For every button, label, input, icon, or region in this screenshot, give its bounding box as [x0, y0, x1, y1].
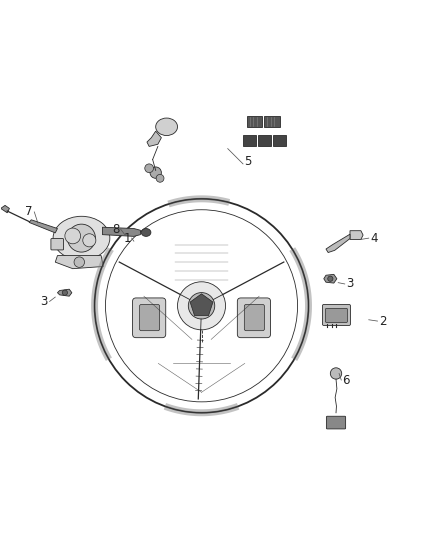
Circle shape	[83, 234, 96, 247]
FancyBboxPatch shape	[326, 416, 346, 429]
Text: 7: 7	[25, 205, 33, 219]
Polygon shape	[1, 205, 10, 213]
FancyBboxPatch shape	[237, 298, 271, 338]
Circle shape	[65, 228, 81, 244]
Circle shape	[328, 276, 333, 281]
Text: 6: 6	[342, 374, 350, 386]
Polygon shape	[29, 220, 57, 233]
FancyBboxPatch shape	[243, 135, 256, 146]
Ellipse shape	[53, 216, 110, 260]
Ellipse shape	[155, 118, 177, 135]
FancyBboxPatch shape	[265, 116, 280, 127]
Circle shape	[330, 368, 342, 379]
FancyBboxPatch shape	[273, 135, 286, 146]
Text: 3: 3	[346, 278, 353, 290]
Text: 1: 1	[124, 232, 131, 245]
Text: 3: 3	[41, 295, 48, 308]
Ellipse shape	[141, 229, 151, 236]
Polygon shape	[57, 289, 72, 296]
Circle shape	[145, 164, 153, 173]
FancyBboxPatch shape	[247, 116, 262, 127]
Circle shape	[74, 257, 85, 268]
Text: 8: 8	[113, 223, 120, 236]
Polygon shape	[190, 294, 213, 316]
Text: 2: 2	[379, 314, 386, 328]
Circle shape	[67, 224, 95, 252]
Polygon shape	[147, 131, 161, 147]
FancyBboxPatch shape	[325, 309, 347, 322]
FancyBboxPatch shape	[140, 304, 159, 330]
Circle shape	[150, 167, 161, 179]
Circle shape	[188, 293, 215, 319]
FancyBboxPatch shape	[322, 304, 350, 326]
Polygon shape	[55, 256, 103, 269]
Text: 5: 5	[244, 155, 251, 168]
Polygon shape	[324, 274, 337, 283]
Text: 4: 4	[370, 232, 378, 245]
Circle shape	[177, 282, 226, 330]
Polygon shape	[350, 231, 363, 239]
FancyBboxPatch shape	[51, 239, 64, 250]
Circle shape	[62, 290, 67, 295]
FancyBboxPatch shape	[258, 135, 271, 146]
Circle shape	[156, 174, 164, 182]
FancyBboxPatch shape	[133, 298, 166, 338]
FancyBboxPatch shape	[244, 304, 265, 330]
Polygon shape	[326, 234, 350, 253]
Polygon shape	[102, 227, 141, 236]
